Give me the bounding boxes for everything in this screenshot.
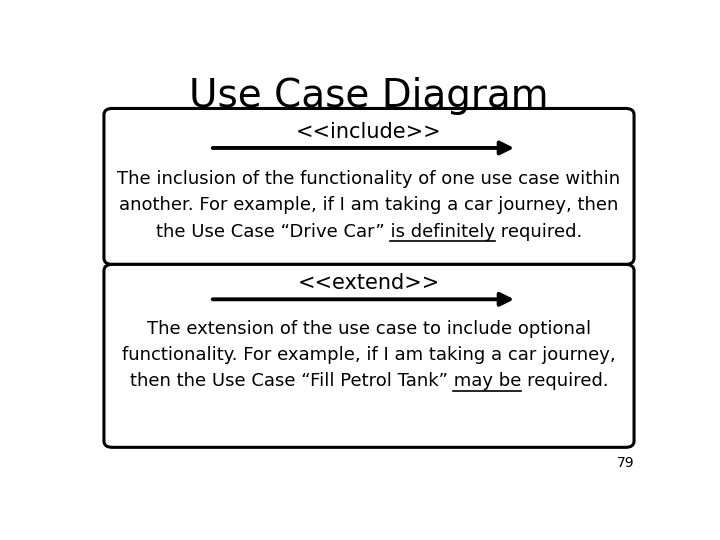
- Text: another. For example, if I am taking a car journey, then: another. For example, if I am taking a c…: [120, 197, 618, 214]
- Text: then the Use Case “Fill Petrol Tank” may be required.: then the Use Case “Fill Petrol Tank” may…: [130, 372, 608, 390]
- Text: the Use Case “Drive Car” is definitely required.: the Use Case “Drive Car” is definitely r…: [156, 222, 582, 240]
- FancyBboxPatch shape: [104, 109, 634, 265]
- Text: The extension of the use case to include optional: The extension of the use case to include…: [147, 320, 591, 338]
- Text: <<extend>>: <<extend>>: [298, 273, 440, 293]
- Text: functionality. For example, if I am taking a car journey,: functionality. For example, if I am taki…: [122, 346, 616, 364]
- Text: Use Case Diagram: Use Case Diagram: [189, 77, 549, 115]
- FancyBboxPatch shape: [104, 265, 634, 447]
- Text: The inclusion of the functionality of one use case within: The inclusion of the functionality of on…: [117, 170, 621, 188]
- Text: <<include>>: <<include>>: [296, 122, 442, 142]
- Text: 79: 79: [616, 456, 634, 470]
